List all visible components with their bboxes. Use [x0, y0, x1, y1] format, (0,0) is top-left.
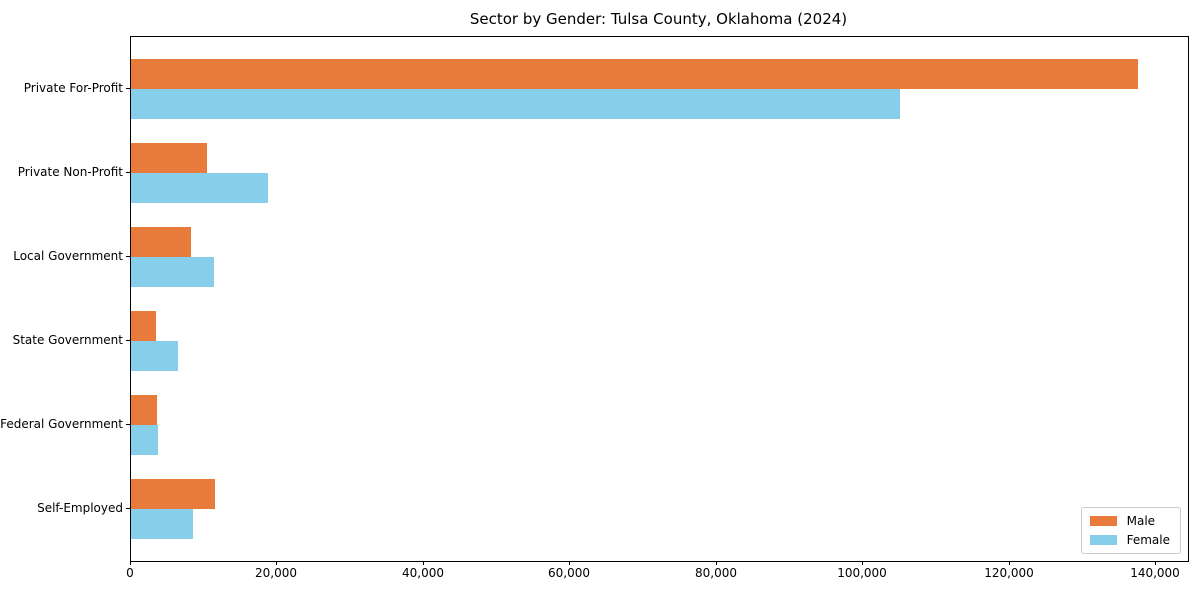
bar-male-federal-government [131, 395, 157, 425]
y-tick-mark [126, 340, 130, 341]
y-axis-label: State Government [12, 333, 123, 347]
y-axis-label: Federal Government [0, 417, 123, 431]
x-tick-label: 120,000 [984, 566, 1034, 580]
chart-title: Sector by Gender: Tulsa County, Oklahoma… [469, 10, 848, 28]
x-tick-mark [276, 561, 277, 565]
bar-female-local-government [131, 257, 214, 287]
legend: Male Female [1080, 507, 1181, 554]
x-tick-label: 20,000 [255, 566, 297, 580]
y-tick-mark [126, 172, 130, 173]
x-tick-mark [1155, 561, 1156, 565]
y-tick-mark [126, 256, 130, 257]
legend-swatch-female-icon [1089, 535, 1117, 545]
legend-entry-male: Male [1089, 514, 1170, 528]
y-axis-label: Private Non-Profit [17, 165, 123, 179]
y-axis-label: Local Government [13, 249, 123, 263]
bar-male-private-non-profit [131, 143, 207, 173]
x-tick-label: 140,000 [1130, 566, 1180, 580]
bar-female-state-government [131, 341, 178, 371]
x-tick-mark [569, 561, 570, 565]
y-tick-mark [126, 424, 130, 425]
bar-male-state-government [131, 311, 156, 341]
x-tick-label: 0 [126, 566, 134, 580]
x-tick-mark [130, 561, 131, 565]
x-tick-mark [1009, 561, 1010, 565]
bar-male-self-employed [131, 479, 215, 509]
x-tick-mark [716, 561, 717, 565]
bar-male-private-for-profit [131, 59, 1138, 89]
bar-male-local-government [131, 227, 191, 257]
plot-area: Male Female [130, 36, 1189, 562]
y-tick-mark [126, 88, 130, 89]
x-tick-label: 40,000 [402, 566, 444, 580]
bar-female-private-for-profit [131, 89, 900, 119]
x-tick-label: 60,000 [548, 566, 590, 580]
x-tick-label: 80,000 [695, 566, 737, 580]
x-tick-label: 100,000 [837, 566, 887, 580]
legend-entry-female: Female [1089, 533, 1170, 547]
bar-female-private-non-profit [131, 173, 268, 203]
y-axis-label: Self-Employed [37, 501, 123, 515]
x-tick-mark [862, 561, 863, 565]
legend-label-female: Female [1126, 533, 1170, 547]
y-tick-mark [126, 508, 130, 509]
legend-swatch-male-icon [1089, 516, 1117, 526]
bar-female-self-employed [131, 509, 193, 539]
y-axis-label: Private For-Profit [23, 81, 123, 95]
legend-label-male: Male [1126, 514, 1156, 528]
x-tick-mark [423, 561, 424, 565]
bar-female-federal-government [131, 425, 158, 455]
